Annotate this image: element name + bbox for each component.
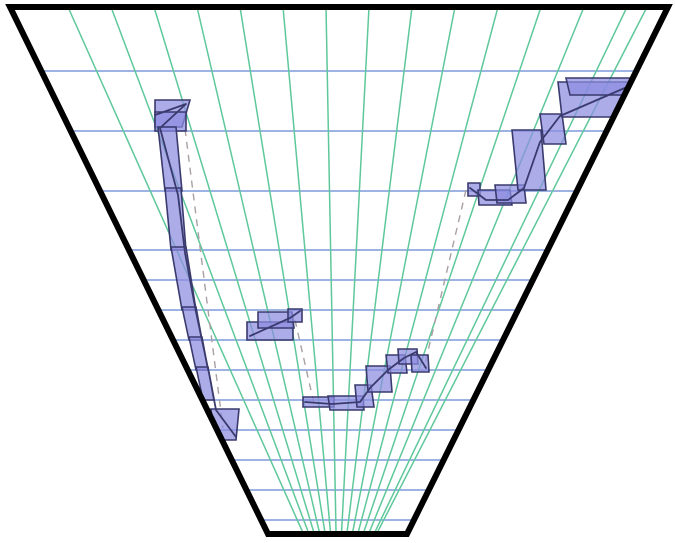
- beam-radial-11: [336, 7, 542, 534]
- beam-radial-9: [336, 7, 456, 534]
- left-reference-track: [184, 128, 224, 429]
- beam-radial-6: [325, 7, 339, 534]
- beam-radial-7: [336, 7, 370, 534]
- center-reference-track: [294, 319, 316, 409]
- detection-tracklines-group: [154, 83, 635, 438]
- sector-outline: [5, 4, 673, 537]
- beam-radial-0: [67, 7, 339, 534]
- reference-tracks-group: [184, 128, 467, 429]
- detection-cell-d24[interactable]: [539, 113, 567, 145]
- track-line-left-track-line: [154, 103, 237, 438]
- beam-radial-5: [282, 7, 339, 534]
- beam-radial-8: [336, 7, 413, 534]
- detection-cell-d11[interactable]: [257, 311, 295, 329]
- beam-radial-1: [110, 7, 339, 534]
- beam-radial-3: [196, 7, 339, 534]
- beam-radial-12: [336, 7, 585, 534]
- detection-cell-d19[interactable]: [410, 354, 430, 373]
- track-line-center-track-line: [249, 310, 301, 337]
- track-line-right-track-line: [304, 351, 427, 405]
- track-line-far-right-track-line: [469, 83, 635, 201]
- right-reference-track: [423, 189, 467, 369]
- detection-cell-d23[interactable]: [511, 129, 547, 191]
- beam-radial-10: [336, 7, 499, 534]
